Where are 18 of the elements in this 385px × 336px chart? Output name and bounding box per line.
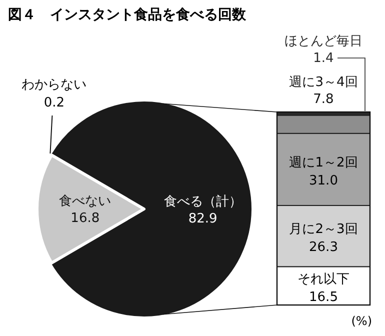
text: ほとんど毎日 xyxy=(284,34,362,49)
slice-label: わからない xyxy=(22,77,87,92)
data-label: 1.4 xyxy=(313,51,334,66)
data-label: 16.8 xyxy=(70,211,100,226)
data-label: 26.3 xyxy=(309,240,338,256)
data-label: 16.5 xyxy=(309,290,338,305)
series-label: それ以下 xyxy=(298,272,350,287)
series-label: 週に3～4回 xyxy=(289,75,358,90)
data-label: 0.2 xyxy=(44,95,65,110)
data-label: 31.0 xyxy=(309,173,338,188)
slice-label: 食べる（計） xyxy=(164,194,242,210)
series-label: 週に1～2回 xyxy=(289,155,358,170)
text: (%) xyxy=(351,314,372,328)
slice-label: 食べない xyxy=(59,194,112,209)
data-label: 82.9 xyxy=(188,211,218,226)
chart-title: 図４ インスタント食品を食べる回数 xyxy=(8,7,247,23)
data-label: 7.8 xyxy=(313,92,334,107)
series-label: 月に2～3回 xyxy=(289,222,358,238)
